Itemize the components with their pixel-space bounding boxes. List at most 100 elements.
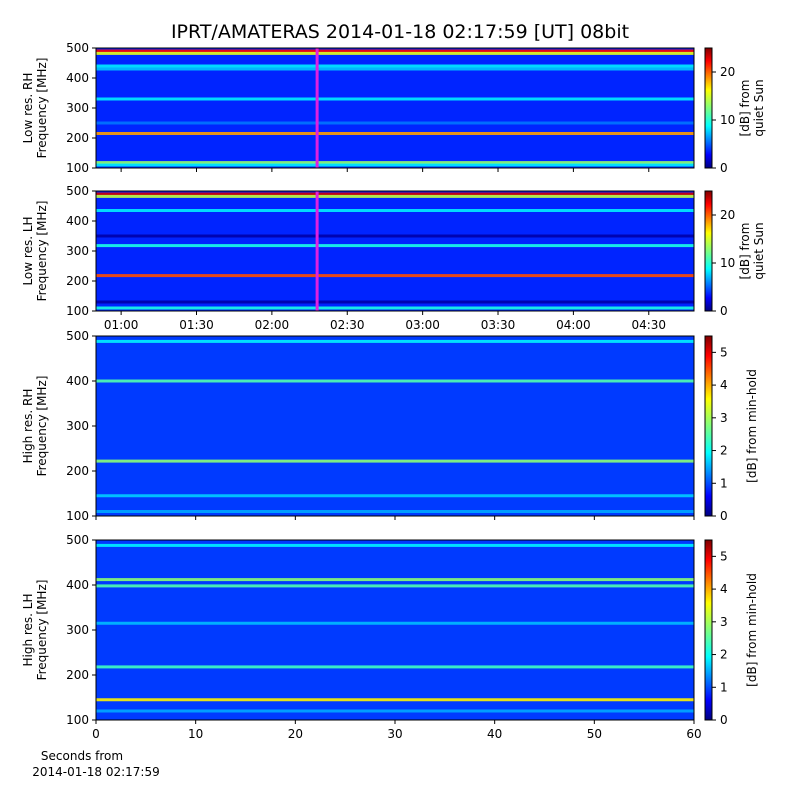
band	[96, 300, 694, 304]
colorbar-tick-label: 10	[720, 256, 735, 270]
x-tick-label: 50	[587, 727, 602, 741]
colorbar-tick-label: 2	[720, 444, 728, 458]
band	[96, 161, 694, 165]
colorbar-tick-label: 0	[720, 509, 728, 523]
colorbar-tick-label: 0	[720, 304, 728, 318]
y-axis-label: Low res. RH	[21, 73, 35, 144]
y-tick-label: 400	[66, 71, 89, 85]
y-axis-label: Low res. LH	[21, 216, 35, 285]
colorbar-tick-label: 0	[720, 713, 728, 727]
x-tick-label: 01:30	[179, 318, 214, 332]
y-tick-label: 300	[66, 419, 89, 433]
band	[96, 274, 694, 278]
x-tick-label: 0	[92, 727, 100, 741]
band	[96, 698, 694, 702]
y-tick-label: 200	[66, 131, 89, 145]
band	[96, 584, 694, 588]
band	[96, 234, 694, 238]
y-tick-label: 200	[66, 668, 89, 682]
colorbar-tick-label: 3	[720, 615, 728, 629]
band	[96, 709, 694, 713]
y-tick-label: 300	[66, 101, 89, 115]
colorbar-label: [dB] from	[738, 80, 752, 137]
x-axis-label: 2014-01-18 02:17:59	[32, 765, 159, 779]
colorbar	[704, 539, 713, 721]
x-tick-label: 20	[288, 727, 303, 741]
colorbar-tick-label: 2	[720, 648, 728, 662]
heatmap-background	[96, 540, 694, 720]
x-tick-label: 03:30	[481, 318, 516, 332]
y-axis-label: Frequency [MHz]	[35, 580, 49, 681]
band	[96, 459, 694, 463]
colorbar-tick-label: 4	[720, 378, 728, 392]
colorbar	[704, 47, 713, 169]
colorbar-label: [dB] from	[738, 223, 752, 280]
y-tick-label: 100	[66, 509, 89, 523]
band	[96, 51, 694, 55]
band	[96, 244, 694, 248]
colorbar-label: quiet Sun	[752, 79, 766, 136]
colorbar	[704, 190, 713, 312]
x-tick-label: 04:00	[556, 318, 591, 332]
x-tick-label: 03:00	[405, 318, 440, 332]
colorbar-tick-label: 1	[720, 680, 728, 694]
band	[96, 510, 694, 513]
y-tick-label: 500	[66, 329, 89, 343]
y-tick-label: 400	[66, 214, 89, 228]
colorbar-tick-label: 1	[720, 476, 728, 490]
band	[96, 543, 694, 547]
x-tick-label: 01:00	[104, 318, 139, 332]
colorbar-tick-label: 0	[720, 161, 728, 175]
colorbar-label: [dB] from min-hold	[745, 573, 759, 687]
y-axis-label: High res. LH	[21, 593, 35, 666]
colorbar-tick-label: 5	[720, 549, 728, 563]
band	[96, 49, 694, 53]
y-tick-label: 200	[66, 464, 89, 478]
band	[96, 665, 694, 669]
colorbar-tick-label: 20	[720, 65, 735, 79]
band	[96, 97, 694, 101]
y-tick-label: 500	[66, 41, 89, 55]
heatmap-background	[96, 336, 694, 516]
colorbar-tick-label: 3	[720, 411, 728, 425]
x-axis-label: Seconds from	[41, 749, 123, 763]
band	[96, 132, 694, 135]
band	[96, 163, 694, 167]
band	[96, 379, 694, 383]
band	[96, 209, 694, 212]
x-tick-label: 02:00	[255, 318, 290, 332]
band	[96, 621, 694, 625]
band	[96, 306, 694, 310]
band	[96, 64, 694, 68]
y-tick-label: 500	[66, 184, 89, 198]
band	[96, 194, 694, 198]
y-tick-label: 300	[66, 623, 89, 637]
band	[96, 578, 694, 582]
x-tick-label: 10	[188, 727, 203, 741]
colorbar-label: quiet Sun	[752, 222, 766, 279]
y-tick-label: 100	[66, 161, 89, 175]
colorbar-tick-label: 4	[720, 582, 728, 596]
colorbar-tick-label: 20	[720, 208, 735, 222]
band	[96, 192, 694, 196]
y-tick-label: 300	[66, 244, 89, 258]
x-tick-label: 30	[387, 727, 402, 741]
y-axis-label: Frequency [MHz]	[35, 376, 49, 477]
band	[96, 494, 694, 498]
x-tick-label: 02:30	[330, 318, 365, 332]
x-tick-label: 60	[686, 727, 701, 741]
x-tick-label: 40	[487, 727, 502, 741]
y-axis-label: Frequency [MHz]	[35, 201, 49, 302]
y-tick-label: 400	[66, 578, 89, 592]
band	[96, 67, 694, 71]
y-axis-label: High res. RH	[21, 389, 35, 464]
y-tick-label: 500	[66, 533, 89, 547]
y-tick-label: 200	[66, 274, 89, 288]
y-tick-label: 100	[66, 713, 89, 727]
band	[96, 121, 694, 125]
y-tick-label: 100	[66, 304, 89, 318]
colorbar-tick-label: 10	[720, 113, 735, 127]
y-axis-label: Frequency [MHz]	[35, 58, 49, 159]
y-tick-label: 400	[66, 374, 89, 388]
colorbar	[704, 335, 713, 517]
